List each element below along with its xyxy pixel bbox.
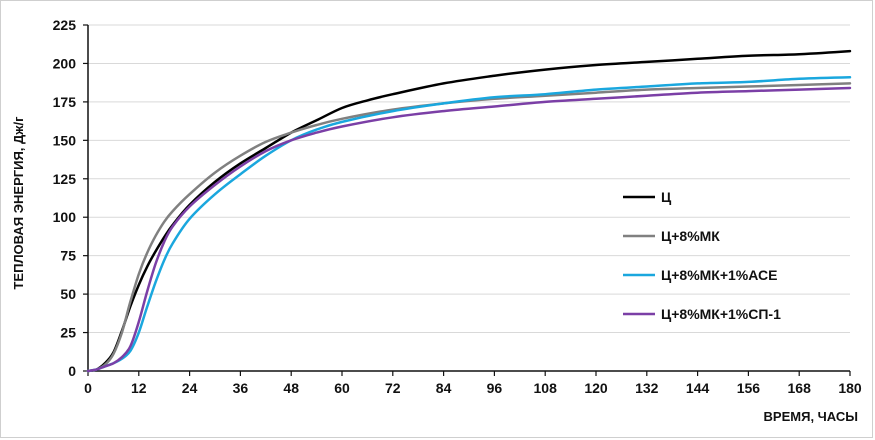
legend-label: Ц+8%МК+1%АСЕ <box>661 267 777 283</box>
x-tick-label: 108 <box>534 380 558 396</box>
x-tick-label: 72 <box>385 380 401 396</box>
legend-label: Ц+8%МК+1%СП-1 <box>661 306 781 322</box>
legend-label: Ц+8%МК <box>661 228 720 244</box>
y-tick-label: 225 <box>53 17 77 33</box>
x-tick-label: 96 <box>487 380 503 396</box>
x-tick-label: 12 <box>131 380 147 396</box>
x-tick-label: 24 <box>182 380 198 396</box>
series-line-4 <box>86 86 852 373</box>
x-tick-label: 132 <box>635 380 659 396</box>
y-tick-label: 0 <box>68 363 76 379</box>
x-tick-label: 0 <box>84 380 92 396</box>
x-tick-label: 144 <box>686 380 710 396</box>
x-tick-label: 48 <box>283 380 299 396</box>
legend-label: Ц <box>661 189 672 205</box>
y-tick-labels: 0 25 50 75 100 125 150 175 200 225 <box>53 17 77 379</box>
y-tick-label: 200 <box>53 55 77 71</box>
grid-lines <box>88 24 850 334</box>
y-tick-label: 150 <box>53 132 77 148</box>
axes <box>83 24 851 376</box>
y-tick-label: 125 <box>53 171 77 187</box>
y-tick-label: 25 <box>60 325 76 341</box>
series-line-3 <box>86 76 852 373</box>
y-tick-label: 175 <box>53 94 77 110</box>
x-tick-label: 180 <box>838 380 862 396</box>
x-tick-label: 168 <box>788 380 812 396</box>
x-tick-label: 36 <box>233 380 249 396</box>
x-tick-labels: 0 12 24 36 48 60 72 84 96 108 120 132 144 156 168 180 <box>84 380 862 396</box>
y-tick-label: 100 <box>53 209 77 225</box>
series-line-2 <box>86 82 852 373</box>
y-axis-title: ТЕПЛОВАЯ ЭНЕРГИЯ, Дж/г <box>11 116 26 290</box>
x-axis-title: ВРЕМЯ, ЧАСЫ <box>764 409 858 424</box>
legend: Ц Ц+8%МК Ц+8%МК+1%АСЕ Ц+8%МК+1%СП-1 <box>623 189 781 322</box>
x-tick-label: 156 <box>737 380 761 396</box>
y-tick-label: 75 <box>60 248 76 264</box>
x-tick-label: 60 <box>334 380 350 396</box>
y-tick-label: 50 <box>60 286 76 302</box>
x-tick-label: 84 <box>436 380 452 396</box>
series-lines <box>86 49 852 373</box>
x-tick-label: 120 <box>584 380 608 396</box>
